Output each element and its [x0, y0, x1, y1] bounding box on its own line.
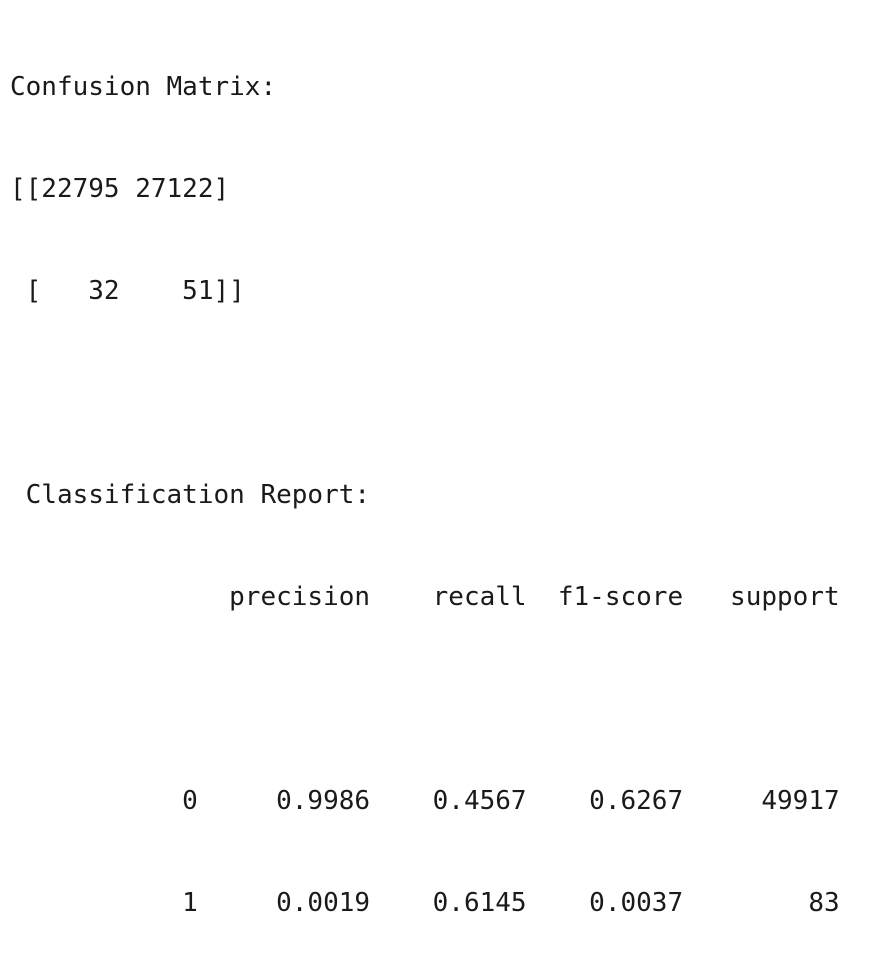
confusion-matrix-row-1: [[22795 27122] — [10, 174, 230, 204]
classification-report-title: Classification Report: — [10, 480, 371, 510]
confusion-matrix-row-2: [ 32 51]] — [10, 276, 245, 306]
report-row-class-0: 0 0.9986 0.4567 0.6267 49917 — [10, 786, 840, 816]
blank-line — [10, 376, 840, 410]
console-output: Confusion Matrix: [[22795 27122] [ 32 51… — [10, 2, 840, 964]
report-row-class-1: 1 0.0019 0.6145 0.0037 83 — [10, 888, 840, 918]
blank-line — [10, 682, 840, 716]
report-header-row: precision recall f1-score support — [10, 582, 840, 612]
confusion-matrix-title: Confusion Matrix: — [10, 72, 277, 102]
